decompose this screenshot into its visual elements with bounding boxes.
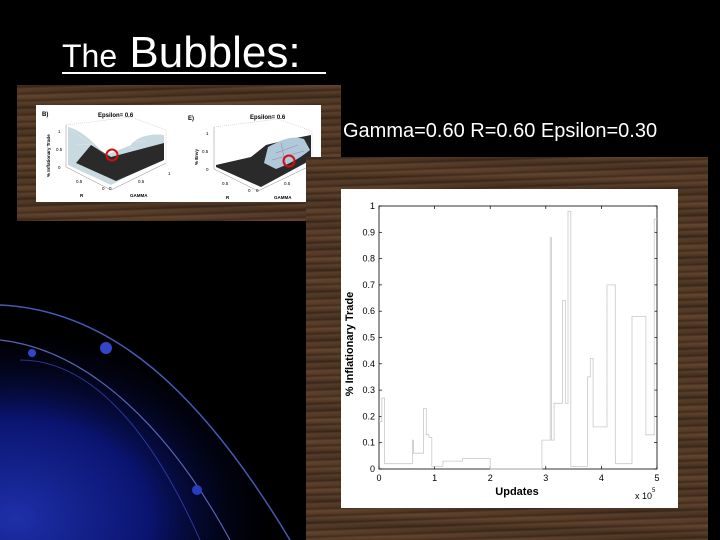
decorative-swoosh — [0, 304, 300, 540]
title-underline — [62, 72, 326, 74]
title-prefix: The — [62, 38, 118, 74]
y-tick-label: 0.1 — [362, 438, 375, 448]
surface-plots-svg: B) Epsilon= 0.6 % Inflationary Trade 1 0… — [42, 112, 317, 200]
x-tick-label: 4 — [599, 473, 604, 483]
inset-e-xlabel: R — [226, 195, 230, 200]
inset-e-ztick-2: 0.5 — [202, 149, 209, 154]
x-tick-label: 1 — [432, 473, 437, 483]
inset-b-ytick-1: 0 — [109, 186, 112, 191]
y-tick-label: 0 — [370, 464, 375, 474]
inset-b-xtick-1: 0.5 — [76, 179, 83, 184]
inset-b-ztick-1: 1 — [58, 129, 61, 134]
y-tick-label: 0.3 — [362, 385, 375, 395]
inset-b-highlight-circle — [105, 148, 119, 162]
inset-b-label: B) — [42, 112, 48, 118]
y-tick-label: 0.6 — [362, 306, 375, 316]
inset-e-zlabel: % Envy — [194, 148, 199, 165]
inset-e-ytick-2: 0.5 — [284, 181, 291, 186]
x-tick-label: 3 — [543, 473, 548, 483]
title-main: Bubbles — [129, 28, 289, 77]
y-tick-label: 0.9 — [362, 227, 375, 237]
x-tick-label: 5 — [654, 473, 659, 483]
slide-title: The Bubbles: — [62, 28, 301, 81]
inset-b-title: Epsilon= 0.6 — [98, 113, 134, 119]
inset-b-ytick-2: 0.5 — [138, 179, 145, 184]
y-tick-label: 1 — [370, 201, 375, 211]
inset-b-zlabel: % Inflationary Trade — [46, 134, 51, 177]
inset-b-ztick-2: 0.5 — [56, 147, 63, 152]
inset-e-xtick-1: 0.5 — [222, 181, 229, 186]
y-tick-label: 0.7 — [362, 280, 375, 290]
x-tick-label: 2 — [488, 473, 493, 483]
inset-b-ytick-3: 1 — [168, 171, 171, 176]
inset-e-ztick-1: 1 — [206, 131, 209, 136]
inset-b-xtick-2: 0 — [102, 186, 105, 191]
inset-e-ylabel: GAMMA — [274, 195, 292, 200]
inset-b-ztick-3: 0 — [58, 165, 61, 170]
title-suffix: : — [288, 28, 301, 77]
x-tick-label: 0 — [376, 473, 381, 483]
parameters-text: Gamma=0.60 R=0.60 Epsilon=0.30 — [343, 120, 658, 142]
inset-e-xtick-2: 0 — [248, 188, 251, 193]
swoosh-dot-1 — [100, 342, 112, 354]
swoosh-dot-3 — [192, 485, 202, 495]
inflationary-trade-plot: % Inflationary Trade Updates x 10 5 0 0.1… — [341, 189, 678, 508]
inset-e-title: Epsilon= 0.6 — [250, 115, 286, 121]
surface-plot-b: B) Epsilon= 0.6 % Inflationary Trade 1 0… — [42, 112, 171, 198]
line-plot-svg: % Inflationary Trade Updates x 10 5 0 0.1… — [344, 201, 660, 501]
y-tick-label: 0.4 — [362, 359, 375, 369]
inset-e-ytick-1: 0 — [256, 188, 259, 193]
x-multiplier-exponent: 5 — [652, 488, 656, 494]
surface-plot-e: E) Epsilon= 0.6 % Envy 1 0.5 0 0.5 0 0 0… — [188, 115, 317, 200]
x-multiplier-label: x 10 — [635, 491, 652, 501]
x-axis-label: Updates — [495, 486, 538, 498]
y-axis-label: % Inflationary Trade — [344, 292, 356, 397]
y-tick-label: 0.8 — [362, 254, 375, 264]
surface-plots-figure: B) Epsilon= 0.6 % Inflationary Trade 1 0… — [36, 105, 321, 202]
series-line — [379, 210, 657, 470]
y-tick-label: 0.2 — [362, 411, 375, 421]
inset-e-label: E) — [188, 116, 194, 122]
inset-b-ylabel: GAMMA — [130, 193, 148, 198]
inset-b-xlabel: R — [80, 193, 84, 198]
inset-e-highlight-circle — [282, 154, 296, 168]
swoosh-dot-2 — [28, 349, 36, 357]
y-tick-label: 0.5 — [362, 333, 375, 343]
inset-e-ztick-3: 0 — [206, 167, 209, 172]
